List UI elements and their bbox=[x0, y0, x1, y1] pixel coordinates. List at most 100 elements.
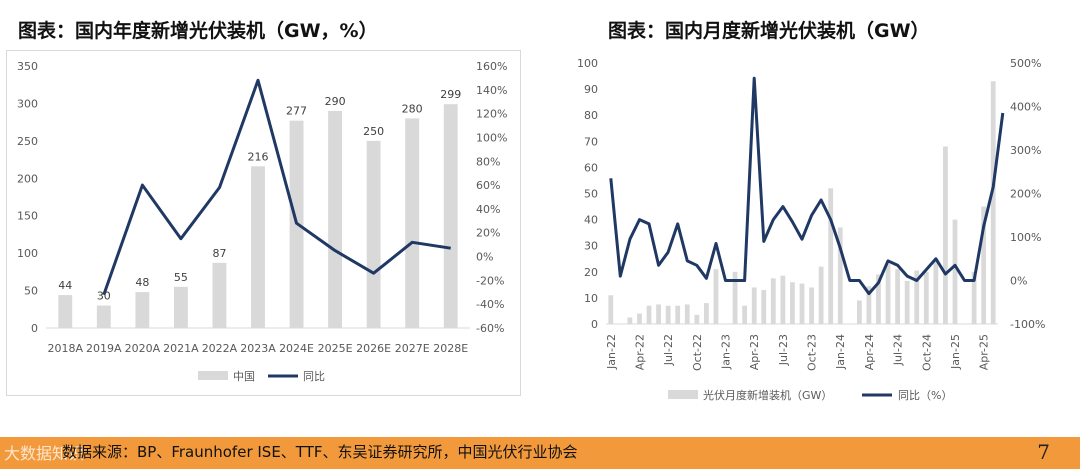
bar bbox=[856, 300, 862, 324]
footer-bar bbox=[0, 437, 1080, 469]
bar bbox=[173, 286, 188, 328]
bar bbox=[366, 140, 381, 328]
annual-chart: 0 50 100 150 200 250 300 350 -60% -40% -20% 0% 20% 40… bbox=[17, 60, 507, 383]
x-tick-label: 2025E bbox=[318, 342, 353, 355]
bar bbox=[809, 287, 814, 324]
bar bbox=[799, 283, 805, 324]
y-right-tick-label: 140% bbox=[476, 84, 507, 97]
x-tick-label: Apr-22 bbox=[633, 334, 646, 370]
y-right-tick-label: 0% bbox=[1010, 275, 1027, 288]
bar bbox=[704, 303, 709, 324]
x-tick-label: 2018A bbox=[48, 342, 84, 355]
bar bbox=[914, 270, 920, 324]
bar bbox=[675, 305, 681, 324]
bar bbox=[923, 271, 929, 324]
bar bbox=[933, 258, 939, 324]
bar bbox=[751, 287, 757, 324]
bar bbox=[443, 104, 458, 328]
bar bbox=[818, 266, 824, 324]
yoy-line bbox=[102, 78, 451, 296]
legend-line-label: 同比 bbox=[303, 370, 325, 383]
x-tick-label: 2027E bbox=[395, 342, 430, 355]
y-right-tick-label: 0% bbox=[476, 251, 493, 264]
y-left-tick-label: 80 bbox=[584, 109, 598, 122]
x-tick-label: 2019A bbox=[86, 342, 122, 355]
y-right-tick-label: 100% bbox=[1010, 231, 1041, 244]
y-right-tick-label: 300% bbox=[1010, 144, 1041, 157]
bar-data-label: 55 bbox=[174, 271, 188, 284]
y-right-tick-label: 160% bbox=[476, 60, 507, 73]
bar bbox=[876, 274, 881, 324]
bar bbox=[646, 305, 652, 324]
legend-bar-swatch bbox=[198, 371, 228, 380]
bar bbox=[837, 227, 843, 324]
bar bbox=[328, 110, 343, 329]
bar bbox=[713, 269, 719, 324]
monthly-chart: 0 10 20 30 40 50 60 70 80 90 100 -100% 0% 100% 200% 300… bbox=[577, 57, 1045, 402]
y-right-tick-label: 400% bbox=[1010, 101, 1041, 114]
y-left-tick-label: 350 bbox=[17, 60, 38, 73]
x-tick-label: Jul-22 bbox=[662, 334, 675, 366]
bar bbox=[780, 275, 786, 324]
y-right-tick-label: 100% bbox=[476, 131, 507, 144]
legend-bar-swatch bbox=[668, 390, 698, 399]
x-tick-label: Oct-22 bbox=[691, 334, 704, 371]
bar bbox=[135, 292, 150, 328]
y-right-tick-label: 500% bbox=[1010, 57, 1041, 70]
bar bbox=[627, 317, 633, 324]
x-tick-label: Oct-24 bbox=[920, 334, 933, 371]
y-left-tick-label: 250 bbox=[17, 135, 38, 148]
bar-data-label: 277 bbox=[286, 105, 307, 118]
y-left-tick-label: 60 bbox=[584, 161, 598, 174]
y-right-tick-label: 120% bbox=[476, 108, 507, 121]
x-tick-label: 2023A bbox=[240, 342, 276, 355]
y-right-tick-label: -60% bbox=[476, 322, 504, 335]
bar bbox=[895, 269, 900, 324]
bar bbox=[212, 262, 227, 328]
x-tick-label: 2020A bbox=[125, 342, 161, 355]
legend-bar-label: 光伏月度新增装机（GW） bbox=[703, 388, 832, 402]
y-left-tick-label: 10 bbox=[584, 292, 598, 305]
y-left-tick-label: 40 bbox=[584, 214, 598, 227]
bar bbox=[684, 304, 690, 324]
watermark-logo: 大数据知识 bbox=[4, 444, 85, 463]
yoy-line bbox=[609, 76, 1005, 296]
legend-bar-label: 中国 bbox=[233, 370, 255, 383]
y-right-tick-label: 80% bbox=[476, 155, 500, 168]
bar-data-label: 280 bbox=[402, 102, 423, 115]
bar bbox=[990, 81, 996, 325]
bar-data-label: 48 bbox=[135, 276, 149, 289]
y-right-tick-label: 60% bbox=[476, 179, 500, 192]
y-left-tick-label: 200 bbox=[17, 172, 38, 185]
bar bbox=[770, 278, 776, 324]
bar-data-label: 30 bbox=[97, 290, 111, 303]
bar bbox=[405, 118, 420, 329]
bar bbox=[96, 305, 111, 328]
y-left-tick-label: 100 bbox=[577, 57, 598, 70]
x-tick-label: Jan-25 bbox=[949, 334, 962, 370]
bar bbox=[943, 146, 948, 324]
bar-data-label: 290 bbox=[325, 95, 346, 108]
y-left-tick-label: 300 bbox=[17, 97, 38, 110]
bar bbox=[866, 286, 872, 324]
y-left-tick-label: 50 bbox=[584, 188, 598, 201]
bar bbox=[637, 313, 642, 324]
bar bbox=[608, 295, 614, 324]
x-tick-label: Jul-24 bbox=[892, 334, 905, 366]
x-tick-label: 2028E bbox=[433, 342, 468, 355]
bar bbox=[971, 271, 977, 324]
bar bbox=[656, 304, 661, 324]
bar bbox=[904, 280, 910, 324]
bar bbox=[790, 282, 795, 324]
x-tick-label: Apr-24 bbox=[863, 334, 876, 370]
x-tick-label: 2022A bbox=[202, 342, 238, 355]
chart-frame-annual bbox=[6, 50, 521, 396]
bar bbox=[742, 305, 748, 324]
legend-line-label: 同比（%） bbox=[898, 389, 952, 402]
y-left-tick-label: 30 bbox=[584, 240, 598, 253]
bar bbox=[828, 188, 834, 324]
y-right-tick-label: -40% bbox=[476, 298, 504, 311]
bar-data-label: 87 bbox=[212, 247, 226, 260]
x-tick-label: Oct-23 bbox=[806, 334, 819, 371]
x-tick-label: Apr-25 bbox=[978, 334, 991, 370]
